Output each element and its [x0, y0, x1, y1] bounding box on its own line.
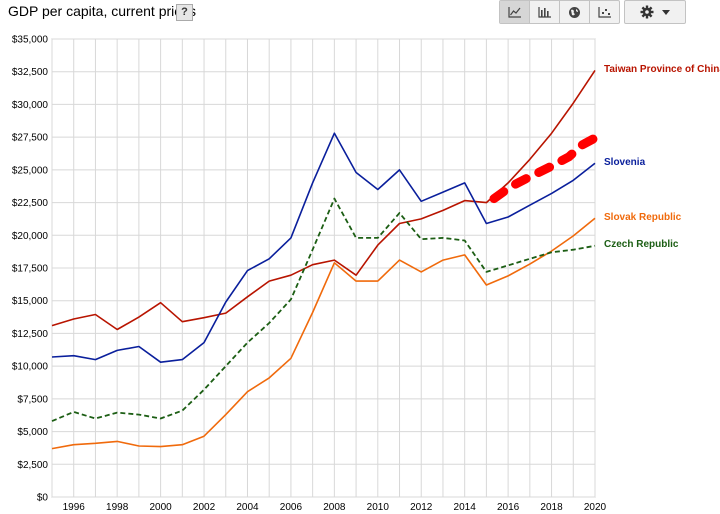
- series-line-taiwan: [51, 69, 596, 331]
- x-tick-label: 2004: [236, 502, 259, 513]
- x-tick-label: 2008: [323, 502, 346, 513]
- y-tick-label: $7,500: [17, 394, 48, 405]
- y-tick-label: $22,500: [12, 198, 49, 209]
- annotation-dotted-line: [489, 130, 606, 204]
- series-label-czech: Czech Republic: [604, 239, 679, 250]
- x-tick-label: 2010: [367, 502, 390, 513]
- series-label-taiwan: Taiwan Province of China: [604, 64, 720, 75]
- chevron-down-icon: [662, 9, 670, 15]
- y-tick-label: $17,500: [12, 264, 49, 275]
- series-lines: [51, 69, 596, 450]
- y-tick-label: $5,000: [17, 427, 48, 438]
- y-tick-label: $35,000: [12, 35, 49, 46]
- line-chart-icon: [507, 7, 521, 18]
- chart-type-toolbar: [499, 0, 620, 24]
- x-tick-label: 2014: [454, 502, 477, 513]
- x-tick-label: 2020: [584, 502, 607, 513]
- y-tick-label: $32,500: [12, 67, 49, 78]
- chart-title: GDP per capita, current prices: [8, 3, 197, 19]
- y-tick-label: $10,000: [12, 362, 49, 373]
- annotation-dots: [489, 130, 606, 204]
- line-chart-button[interactable]: [500, 1, 530, 23]
- grid-lines: [51, 38, 596, 498]
- map-button[interactable]: [560, 1, 590, 23]
- y-tick-label: $20,000: [12, 231, 49, 242]
- x-tick-label: 1998: [106, 502, 129, 513]
- y-axis-ticks: $0 $2,500 $5,000 $7,500 $10,000 $12,500 $15,00…: [12, 35, 49, 504]
- x-tick-label: 2016: [497, 502, 520, 513]
- x-axis-ticks: 1996 1998 2000 2002 2004 2006 2008 2010 2012 2014…: [63, 502, 607, 513]
- x-tick-label: 2006: [280, 502, 303, 513]
- series-label-slovak: Slovak Republic: [604, 212, 682, 223]
- x-tick-label: 2002: [193, 502, 216, 513]
- x-tick-label: 1996: [63, 502, 86, 513]
- gear-icon: [640, 5, 654, 19]
- series-line-slovenia: [51, 132, 596, 364]
- y-tick-label: $2,500: [17, 460, 48, 471]
- help-button[interactable]: ?: [176, 4, 193, 21]
- bar-chart-button[interactable]: [530, 1, 560, 23]
- settings-button[interactable]: [624, 0, 686, 24]
- series-line-slovak: [51, 217, 596, 450]
- y-tick-label: $15,000: [12, 296, 49, 307]
- y-tick-label: $12,500: [12, 329, 49, 340]
- series-line-czech: [51, 197, 596, 422]
- y-tick-label: $25,000: [12, 165, 49, 176]
- globe-icon: [569, 6, 580, 18]
- scatter-icon: [597, 7, 611, 18]
- series-label-slovenia: Slovenia: [604, 157, 646, 168]
- y-tick-label: $27,500: [12, 133, 49, 144]
- y-tick-label: $30,000: [12, 100, 49, 111]
- bar-chart-icon: [537, 7, 551, 18]
- x-tick-label: 2000: [149, 502, 172, 513]
- x-tick-label: 2012: [410, 502, 433, 513]
- x-tick-label: 2018: [540, 502, 563, 513]
- scatter-button[interactable]: [590, 1, 619, 23]
- series-labels: Taiwan Province of China Slovenia Slovak R…: [604, 64, 720, 250]
- y-tick-label: $0: [37, 493, 49, 504]
